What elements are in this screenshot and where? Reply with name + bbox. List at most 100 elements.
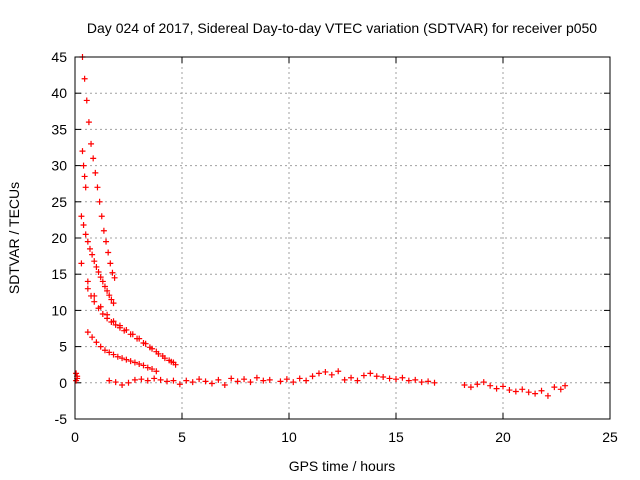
data-point <box>92 169 99 176</box>
data-point <box>81 173 88 180</box>
data-point <box>90 155 97 162</box>
data-point <box>493 385 500 392</box>
data-point <box>405 377 412 384</box>
data-point <box>170 359 177 366</box>
data-point <box>85 119 92 126</box>
data-point <box>412 376 419 383</box>
y-tick-label: 20 <box>51 230 67 246</box>
data-point <box>309 373 316 380</box>
data-point <box>112 379 119 386</box>
data-point <box>166 357 173 364</box>
data-point <box>373 373 380 380</box>
x-tick-label: 10 <box>281 429 297 445</box>
data-point <box>93 339 100 346</box>
data-point <box>480 379 487 386</box>
data-point <box>164 378 171 385</box>
data-point <box>93 263 100 270</box>
data-point <box>393 376 399 383</box>
data-point <box>253 374 260 381</box>
x-tick-layer: 0 5 10 15 20 25 <box>71 57 618 445</box>
data-point <box>367 370 374 377</box>
data-point <box>110 351 117 358</box>
series-arc-steep-high <box>79 54 118 281</box>
data-point <box>487 382 494 389</box>
x-axis-label: GPS time / hours <box>289 458 396 474</box>
data-point <box>354 377 361 384</box>
y-tick-layer: -5 0 5 10 15 20 25 30 35 40 45 <box>51 49 610 427</box>
data-point <box>106 377 113 384</box>
data-point <box>88 140 95 147</box>
y-tick-label: 5 <box>59 339 67 355</box>
data-point <box>283 376 290 383</box>
data-point <box>140 339 147 346</box>
data-point <box>202 378 209 385</box>
data-point <box>461 381 468 388</box>
data-point <box>322 368 329 375</box>
data-point <box>532 390 539 397</box>
data-point <box>247 379 254 386</box>
data-point <box>266 376 273 383</box>
data-point <box>551 384 558 391</box>
data-point <box>89 251 96 258</box>
x-tick-label: 25 <box>602 429 618 445</box>
data-point <box>89 334 96 341</box>
data-point <box>138 376 145 383</box>
series-arc-curve <box>84 285 177 366</box>
grid-layer <box>75 57 610 419</box>
data-point <box>315 370 322 377</box>
series-start-points <box>73 370 81 384</box>
data-point <box>144 377 151 384</box>
data-point <box>183 377 190 384</box>
data-point <box>112 321 119 328</box>
data-point <box>127 358 134 365</box>
data-point <box>157 376 164 383</box>
data-point <box>96 198 103 205</box>
data-point <box>73 370 80 377</box>
data-point <box>82 231 89 238</box>
data-point <box>94 184 101 191</box>
data-point <box>196 376 203 383</box>
data-point <box>562 382 569 389</box>
data-point <box>557 386 564 393</box>
y-tick-label: 45 <box>51 49 67 65</box>
data-point <box>131 376 138 383</box>
data-point <box>506 387 513 394</box>
data-point <box>153 368 160 375</box>
data-point <box>110 300 117 307</box>
data-point <box>81 75 88 82</box>
data-point <box>348 374 355 381</box>
data-point <box>153 348 160 355</box>
series-arc-short <box>79 148 89 191</box>
data-point <box>425 378 432 385</box>
data-point <box>103 238 110 245</box>
data-point <box>136 360 143 367</box>
data-point <box>106 292 113 299</box>
data-point <box>121 327 128 334</box>
data-point <box>119 381 126 388</box>
data-point <box>467 384 474 391</box>
data-point <box>328 371 335 378</box>
data-point <box>99 278 106 285</box>
data-point <box>79 148 86 155</box>
y-tick-label: -5 <box>55 411 68 427</box>
data-point <box>111 274 118 281</box>
data-point <box>84 285 91 292</box>
data-point <box>106 349 113 356</box>
data-point <box>380 374 387 381</box>
data-point <box>80 162 87 169</box>
y-axis-label: SDTVAR / TECUs <box>6 182 22 294</box>
data-point <box>108 296 115 303</box>
data-point <box>109 269 116 276</box>
data-point <box>84 329 91 336</box>
data-point <box>418 379 425 386</box>
data-point <box>500 383 506 390</box>
y-tick-label: 35 <box>51 121 67 137</box>
data-point <box>99 311 106 318</box>
data-point <box>159 353 166 360</box>
data-point <box>360 372 367 379</box>
data-point <box>140 362 147 369</box>
x-tick-label: 5 <box>178 429 186 445</box>
data-point <box>189 379 196 386</box>
